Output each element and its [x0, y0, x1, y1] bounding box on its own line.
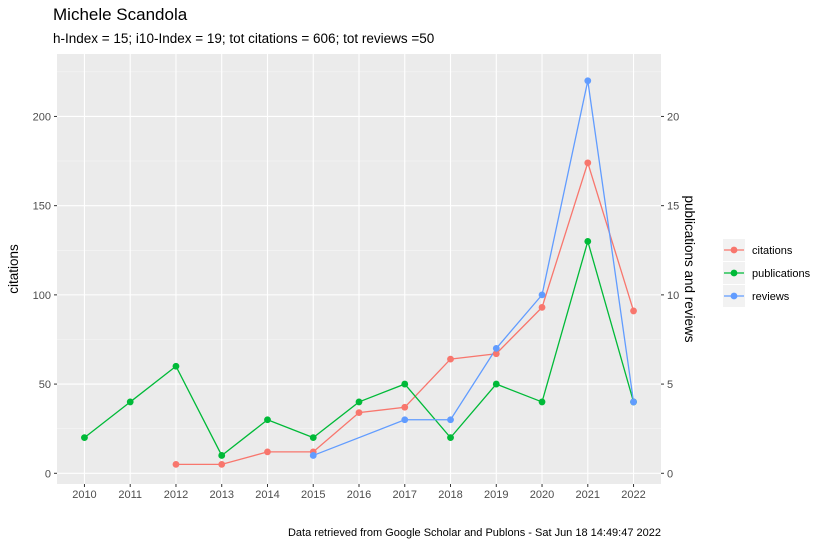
data-point-publications	[492, 380, 500, 388]
y2-tick-label: 20	[667, 111, 679, 123]
x-tick-label: 2015	[301, 489, 325, 501]
x-tick-label: 2014	[255, 489, 279, 501]
y-axis-title: citations	[6, 244, 21, 294]
legend: citations publications reviews	[723, 239, 811, 307]
data-point-publications	[264, 416, 271, 424]
legend-point-reviews	[730, 292, 738, 300]
series-points	[81, 77, 637, 468]
chart-title: Michele Scandola	[53, 5, 188, 24]
data-point-publications	[309, 434, 317, 442]
y-tick-label: 0	[45, 468, 51, 480]
data-point-reviews	[630, 398, 637, 406]
legend-point-publications	[730, 269, 738, 277]
data-point-publications	[584, 237, 592, 245]
data-point-citations	[492, 350, 500, 358]
data-point-citations	[355, 409, 363, 417]
data-point-publications	[172, 362, 180, 370]
x-tick-label: 2012	[164, 489, 188, 501]
legend-label-citations: citations	[752, 245, 793, 257]
axes: 0 0 50 5 100 10 150 15 200 20 2010 2011 2012 2013 2014…	[33, 111, 680, 501]
data-point-citations	[264, 448, 271, 456]
data-point-citations	[538, 303, 546, 311]
data-point-reviews	[584, 77, 592, 85]
data-point-publications	[81, 434, 88, 442]
x-tick-label: 2020	[530, 489, 554, 501]
y2-tick-label: 0	[667, 468, 673, 480]
data-point-reviews	[401, 416, 409, 424]
data-point-citations	[447, 355, 454, 363]
data-point-publications	[126, 398, 134, 406]
data-point-reviews	[309, 452, 317, 459]
legend-label-publications: publications	[752, 268, 811, 280]
y-tick-label: 150	[33, 201, 51, 213]
x-tick-label: 2019	[484, 489, 508, 501]
x-tick-label: 2016	[347, 489, 371, 501]
data-point-citations	[218, 460, 226, 468]
y2-axis-title: publications and reviews	[682, 195, 697, 342]
chart-caption: Data retrieved from Google Scholar and P…	[288, 527, 661, 539]
y2-tick-label: 5	[667, 379, 673, 391]
data-point-publications	[538, 398, 546, 406]
y-tick-label: 100	[33, 290, 51, 302]
data-point-reviews	[538, 291, 546, 299]
x-tick-label: 2018	[438, 489, 462, 501]
data-point-citations	[401, 403, 409, 411]
data-point-publications	[218, 452, 226, 459]
data-point-reviews	[447, 416, 454, 424]
data-point-reviews	[492, 344, 500, 352]
data-point-publications	[447, 434, 454, 442]
y-tick-label: 50	[39, 379, 51, 391]
data-point-citations	[172, 460, 180, 468]
data-point-citations	[630, 307, 637, 315]
legend-label-reviews: reviews	[752, 291, 790, 303]
y2-tick-label: 15	[667, 201, 679, 213]
data-point-publications	[355, 398, 363, 406]
x-tick-label: 2013	[209, 489, 233, 501]
legend-point-citations	[730, 246, 738, 254]
y-tick-label: 200	[33, 111, 51, 123]
grid-lines	[57, 54, 661, 484]
x-tick-label: 2017	[393, 489, 417, 501]
chart-subtitle: h-Index = 15; i10-Index = 19; tot citati…	[53, 31, 434, 46]
x-tick-label: 2022	[621, 489, 645, 501]
x-tick-label: 2021	[576, 489, 600, 501]
y2-tick-label: 10	[667, 290, 679, 302]
data-point-publications	[401, 380, 409, 388]
x-tick-label: 2011	[118, 489, 142, 501]
x-tick-label: 2010	[72, 489, 96, 501]
data-point-citations	[584, 159, 592, 167]
